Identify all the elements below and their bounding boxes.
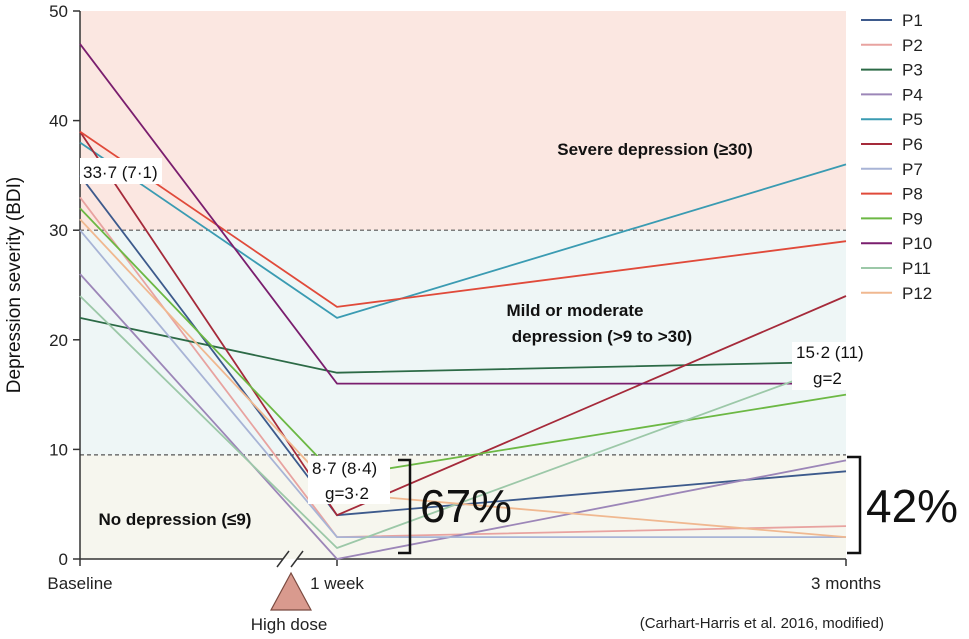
legend-label: P11 [902,259,931,278]
series-line-p10 [79,43,846,385]
legend-label: P2 [902,36,923,55]
month-responder-bracket [847,455,862,555]
series-line-p3 [79,317,847,374]
legend-label: P3 [902,61,923,80]
legend-label: P12 [902,284,932,303]
y-axis-ticks: 0 10 20 30 40 50 [49,2,80,569]
x-tick-label: 1 week [310,574,364,593]
series-line-p4 [79,273,847,560]
legend-label: P5 [902,110,923,129]
severe-zone-label: Severe depression (≥30) [557,140,752,159]
no-depression-zone-label: No depression (≤9) [99,510,252,529]
legend-label: P9 [902,209,923,228]
week-responder-bracket [398,458,412,555]
series-line-p7 [79,229,846,538]
legend-label: P10 [902,234,932,253]
series-line-p6 [79,131,847,517]
legend-label: P8 [902,185,923,204]
legend: P1 P2 P3 P4 P5 P6 P7 P8 P9 P10 P11 P12 [861,11,932,303]
axis-break-mark [290,550,304,568]
high-dose-label: High dose [251,615,328,634]
series-line-p11 [79,295,847,549]
week-responder-percent: 67% [420,480,512,532]
month-mean-label: 15·2 (11) [796,343,864,362]
x-axis-ticks: Baseline 1 week 3 months [47,559,881,593]
series-line-p8 [79,130,847,308]
no-depression-zone-background [80,454,846,559]
y-tick-label: 40 [49,112,68,131]
week-mean-label: 8·7 (8·4) [312,459,377,478]
baseline-mean-label: 33·7 (7·1) [83,163,158,182]
moderate-zone-label-line1: Mild or moderate [507,301,644,320]
month-mean-box [792,342,864,390]
month-effect-size-label: g=2 [813,369,842,388]
severe-zone-background [80,11,846,231]
legend-label: P7 [902,160,923,179]
y-tick-label: 0 [59,550,68,569]
axis-break-mark [276,550,290,568]
y-axis-label: Depression severity (BDI) [4,177,25,393]
legend-label: P1 [902,11,923,30]
y-tick-label: 10 [49,440,68,459]
legend-label: P4 [902,85,923,104]
series-lines [79,43,847,560]
citation: (Carhart-Harris et al. 2016, modified) [640,615,884,632]
legend-label: P6 [902,135,923,154]
baseline-mean-box [80,158,162,184]
series-line-p5 [79,141,847,319]
moderate-zone-label-line2: depression (>9 to >30) [512,327,692,346]
month-responder-percent: 42% [866,480,958,532]
x-tick-label: Baseline [47,574,112,593]
y-tick-label: 20 [49,331,68,350]
y-tick-label: 30 [49,221,68,240]
week-mean-box [308,456,390,504]
y-tick-label: 50 [49,2,68,21]
x-tick-label: 3 months [811,574,881,593]
week-effect-size-label: g=3·2 [325,484,369,503]
high-dose-triangle-icon [269,571,313,611]
